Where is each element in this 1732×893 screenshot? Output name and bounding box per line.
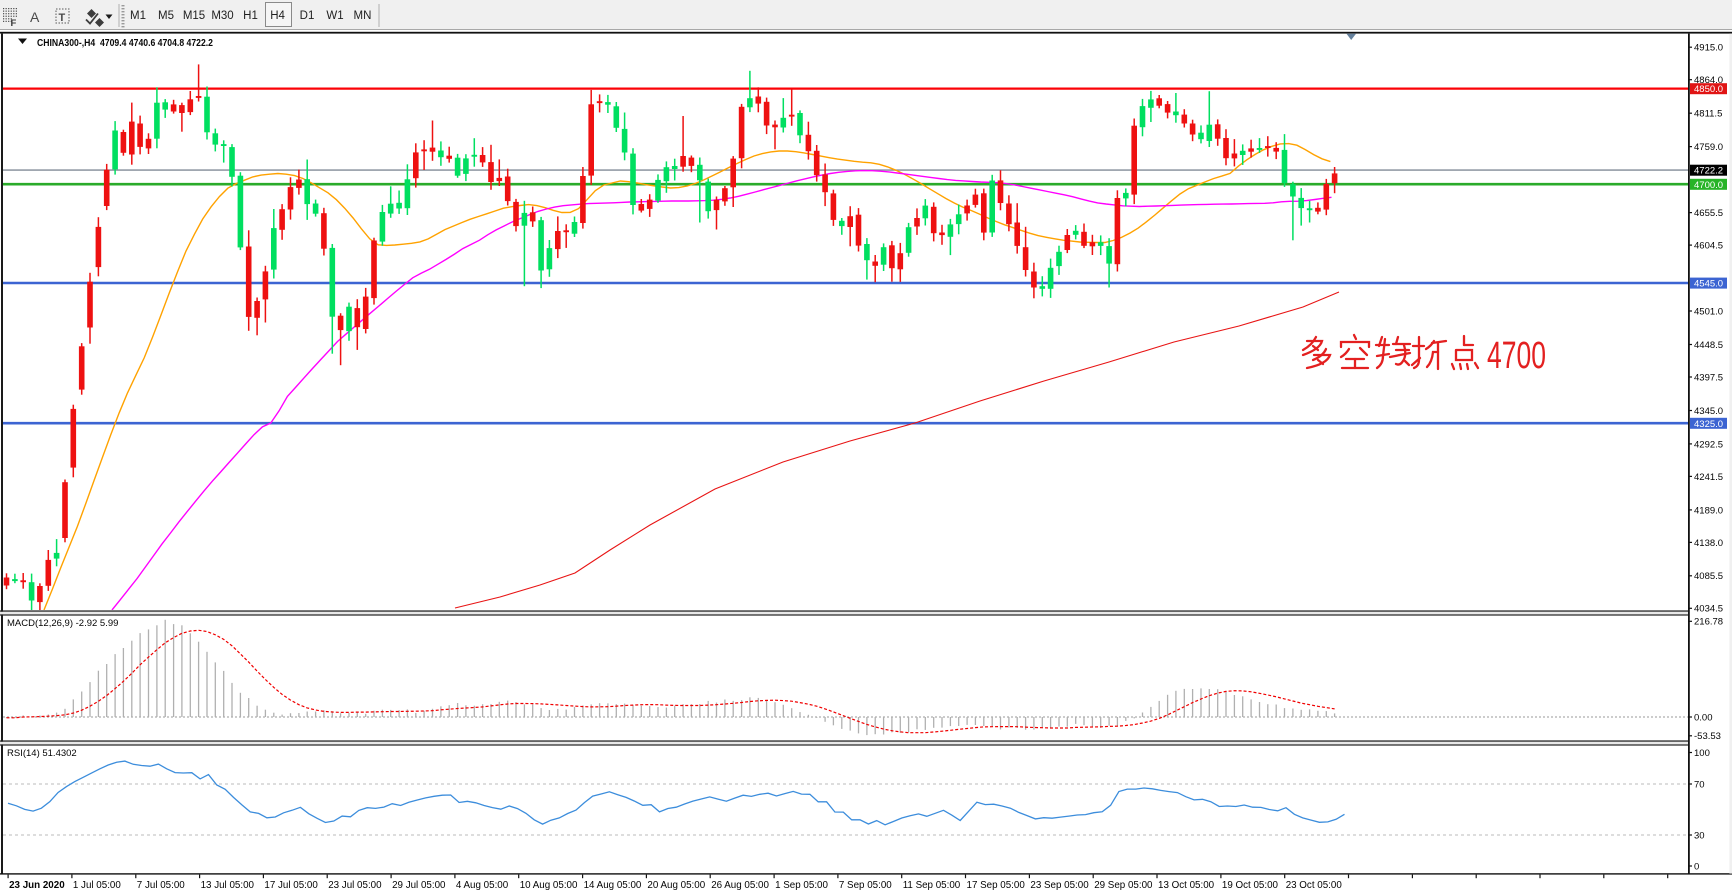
svg-text:23 Jun 2020: 23 Jun 2020 [9,880,65,891]
svg-text:11 Sep 05:00: 11 Sep 05:00 [903,880,961,891]
svg-text:1 Sep 05:00: 1 Sep 05:00 [775,880,828,891]
svg-text:4 Aug 05:00: 4 Aug 05:00 [456,880,509,891]
svg-text:D1: D1 [300,10,315,22]
svg-text:23 Sep 05:00: 23 Sep 05:00 [1030,880,1089,891]
svg-text:13 Jul 05:00: 13 Jul 05:00 [201,880,255,891]
svg-text:-53.53: -53.53 [1694,731,1721,742]
svg-text:13 Oct 05:00: 13 Oct 05:00 [1158,880,1215,891]
svg-text:M30: M30 [211,10,233,22]
svg-text:4085.5: 4085.5 [1694,571,1723,582]
svg-text:4700: 4700 [1487,335,1546,377]
svg-text:7 Sep 05:00: 7 Sep 05:00 [839,880,892,891]
svg-text:20 Aug 05:00: 20 Aug 05:00 [647,880,705,891]
svg-text:4292.5: 4292.5 [1694,439,1723,450]
svg-text:M1: M1 [130,10,146,22]
svg-text:4759.0: 4759.0 [1694,142,1723,153]
svg-text:4448.5: 4448.5 [1694,340,1723,351]
svg-text:4722.2: 4722.2 [1694,166,1723,177]
svg-text:4241.5: 4241.5 [1694,472,1723,483]
svg-text:4850.0: 4850.0 [1694,84,1723,95]
svg-text:29 Jul 05:00: 29 Jul 05:00 [392,880,446,891]
svg-text:0.00: 0.00 [1694,712,1713,723]
svg-text:4915.0: 4915.0 [1694,43,1723,54]
svg-text:4189.0: 4189.0 [1694,505,1723,516]
svg-text:23 Jul 05:00: 23 Jul 05:00 [328,880,382,891]
svg-text:0: 0 [1694,861,1699,872]
svg-text:T: T [59,12,66,24]
svg-text:26 Aug 05:00: 26 Aug 05:00 [711,880,769,891]
svg-text:216.78: 216.78 [1694,617,1723,628]
svg-text:MACD(12,26,9) -2.92 5.99: MACD(12,26,9) -2.92 5.99 [7,618,118,629]
svg-text:17 Jul 05:00: 17 Jul 05:00 [264,880,318,891]
svg-text:MN: MN [354,10,372,22]
svg-text:M5: M5 [158,10,174,22]
svg-text:1 Jul 05:00: 1 Jul 05:00 [73,880,121,891]
svg-text:CHINA300-,H4 4709.4 4740.6 47: CHINA300-,H4 4709.4 4740.6 4704.8 4722.2 [37,38,213,49]
svg-text:4655.5: 4655.5 [1694,208,1723,219]
svg-text:14 Aug 05:00: 14 Aug 05:00 [584,880,642,891]
svg-text:100: 100 [1694,748,1710,759]
svg-text:23 Oct 05:00: 23 Oct 05:00 [1286,880,1343,891]
svg-text:10 Aug 05:00: 10 Aug 05:00 [520,880,578,891]
svg-text:7 Jul 05:00: 7 Jul 05:00 [137,880,185,891]
svg-text:4034.5: 4034.5 [1694,604,1723,615]
svg-text:F: F [11,18,17,29]
svg-text:70: 70 [1694,779,1705,790]
svg-text:A: A [30,9,40,25]
svg-text:W1: W1 [326,10,343,22]
svg-text:17 Sep 05:00: 17 Sep 05:00 [967,880,1026,891]
svg-text:30: 30 [1694,831,1705,842]
svg-text:4700.0: 4700.0 [1694,180,1723,191]
svg-text:M15: M15 [183,10,205,22]
svg-text:4864.0: 4864.0 [1694,75,1723,86]
svg-text:4604.5: 4604.5 [1694,241,1723,252]
svg-text:4138.0: 4138.0 [1694,538,1723,549]
svg-text:19 Oct 05:00: 19 Oct 05:00 [1222,880,1279,891]
svg-text:H1: H1 [243,10,258,22]
svg-text:4545.0: 4545.0 [1694,279,1723,290]
svg-text:29 Sep 05:00: 29 Sep 05:00 [1094,880,1153,891]
svg-text:4345.0: 4345.0 [1694,406,1723,417]
svg-text:H4: H4 [270,10,285,22]
svg-text:4811.5: 4811.5 [1694,109,1722,120]
svg-text:4397.5: 4397.5 [1694,372,1723,383]
svg-text:RSI(14) 51.4302: RSI(14) 51.4302 [7,748,77,759]
svg-text:4325.0: 4325.0 [1694,419,1723,430]
svg-text:4501.0: 4501.0 [1694,306,1723,317]
